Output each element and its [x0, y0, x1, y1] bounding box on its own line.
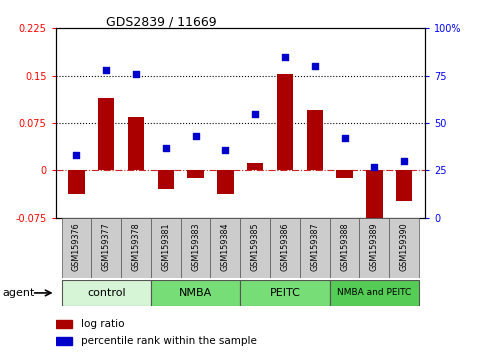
Bar	[121, 218, 151, 278]
Bar	[211, 218, 241, 278]
Bar	[56, 320, 72, 329]
Bar	[151, 218, 181, 278]
Text: GSM159385: GSM159385	[251, 223, 260, 271]
Text: percentile rank within the sample: percentile rank within the sample	[82, 336, 257, 346]
Text: GSM159388: GSM159388	[340, 223, 349, 271]
Point	[341, 135, 348, 141]
Bar	[187, 170, 204, 178]
Point	[162, 145, 170, 150]
Bar	[61, 218, 91, 278]
Bar	[396, 170, 412, 201]
Bar	[270, 218, 300, 278]
Point	[192, 133, 199, 139]
Bar	[61, 280, 151, 306]
Bar	[300, 218, 330, 278]
Bar	[330, 280, 419, 306]
Text: PEITC: PEITC	[270, 288, 300, 298]
Text: agent: agent	[2, 288, 35, 298]
Point	[132, 71, 140, 76]
Bar	[336, 170, 353, 178]
Point	[222, 147, 229, 152]
Bar	[157, 170, 174, 189]
Text: NMBA: NMBA	[179, 288, 212, 298]
Text: GSM159387: GSM159387	[310, 223, 319, 271]
Bar	[277, 74, 293, 170]
Bar	[98, 98, 114, 170]
Bar	[241, 218, 270, 278]
Text: NMBA and PEITC: NMBA and PEITC	[337, 289, 412, 297]
Text: GSM159381: GSM159381	[161, 223, 170, 271]
Text: GSM159390: GSM159390	[399, 223, 409, 271]
Text: GSM159376: GSM159376	[72, 223, 81, 271]
Bar	[389, 218, 419, 278]
Bar	[68, 170, 85, 194]
Bar	[366, 170, 383, 230]
Text: GSM159386: GSM159386	[281, 223, 289, 271]
Point	[281, 54, 289, 59]
Bar	[241, 280, 330, 306]
Bar	[56, 337, 72, 345]
Point	[311, 63, 319, 69]
Bar	[247, 163, 263, 170]
Text: log ratio: log ratio	[82, 319, 125, 330]
Text: GDS2839 / 11669: GDS2839 / 11669	[106, 16, 217, 29]
Bar	[181, 218, 211, 278]
Bar	[217, 170, 234, 194]
Bar	[307, 110, 323, 170]
Point	[102, 67, 110, 73]
Point	[72, 152, 80, 158]
Point	[251, 111, 259, 116]
Bar	[151, 280, 241, 306]
Bar	[128, 117, 144, 170]
Text: GSM159383: GSM159383	[191, 223, 200, 271]
Bar	[91, 218, 121, 278]
Point	[400, 158, 408, 164]
Text: GSM159384: GSM159384	[221, 223, 230, 271]
Text: GSM159377: GSM159377	[102, 223, 111, 271]
Bar	[359, 218, 389, 278]
Text: control: control	[87, 288, 126, 298]
Point	[370, 164, 378, 170]
Bar	[330, 218, 359, 278]
Text: GSM159378: GSM159378	[131, 223, 141, 271]
Text: GSM159389: GSM159389	[370, 223, 379, 271]
